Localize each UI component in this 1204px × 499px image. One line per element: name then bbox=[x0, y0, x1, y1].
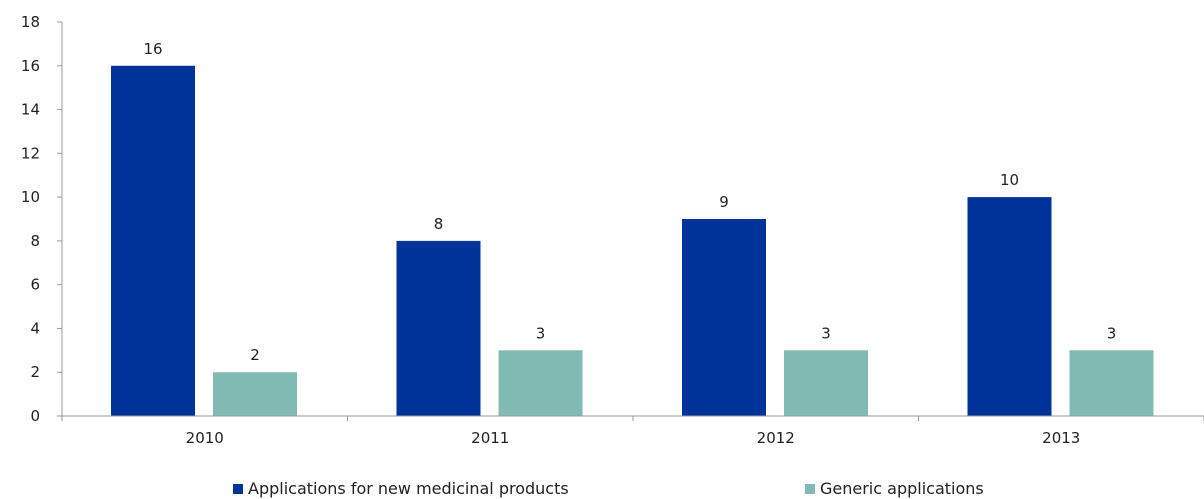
bar-new-medicinal-products bbox=[396, 240, 481, 416]
y-tick-label: 14 bbox=[21, 101, 40, 119]
data-label: 10 bbox=[1000, 171, 1019, 189]
x-tick-label: 2013 bbox=[1042, 429, 1080, 447]
legend-label: Generic applications bbox=[820, 479, 984, 498]
y-tick-label: 0 bbox=[30, 407, 40, 425]
y-tick-label: 6 bbox=[30, 276, 40, 294]
bar-new-medicinal-products bbox=[967, 197, 1052, 416]
y-tick-label: 16 bbox=[21, 57, 40, 75]
legend-label: Applications for new medicinal products bbox=[248, 479, 569, 498]
bar-generic-applications bbox=[1069, 350, 1154, 416]
x-tick-label: 2010 bbox=[186, 429, 224, 447]
data-label: 8 bbox=[434, 215, 444, 233]
bar-generic-applications bbox=[498, 350, 583, 416]
x-tick-label: 2011 bbox=[471, 429, 509, 447]
data-label: 9 bbox=[719, 193, 729, 211]
data-label: 16 bbox=[143, 40, 162, 58]
y-tick-label: 12 bbox=[21, 144, 40, 162]
legend: Applications for new medicinal products G… bbox=[233, 479, 984, 498]
data-labels: 16 2 8 3 9 3 10 3 bbox=[143, 40, 1116, 364]
bar-new-medicinal-products bbox=[111, 65, 195, 417]
x-axis: 2010 2011 2012 2013 bbox=[61, 415, 1204, 447]
data-label: 3 bbox=[821, 324, 831, 342]
x-tick-label: 2012 bbox=[757, 429, 795, 447]
bar-new-medicinal-products bbox=[682, 219, 766, 416]
y-tick-label: 4 bbox=[30, 319, 40, 337]
data-label: 2 bbox=[250, 346, 260, 364]
bar-generic-applications bbox=[784, 350, 868, 416]
legend-swatch bbox=[805, 484, 815, 494]
y-tick-label: 2 bbox=[30, 363, 40, 381]
bars bbox=[111, 65, 1154, 417]
y-tick-label: 8 bbox=[30, 232, 40, 250]
y-axis: 0 2 4 6 8 10 12 14 16 18 bbox=[21, 13, 63, 425]
legend-swatch bbox=[233, 484, 243, 494]
data-label: 3 bbox=[536, 324, 546, 342]
data-label: 3 bbox=[1107, 324, 1117, 342]
y-tick-label: 10 bbox=[21, 188, 40, 206]
bar-generic-applications bbox=[213, 372, 297, 416]
y-tick-label: 18 bbox=[21, 13, 40, 31]
